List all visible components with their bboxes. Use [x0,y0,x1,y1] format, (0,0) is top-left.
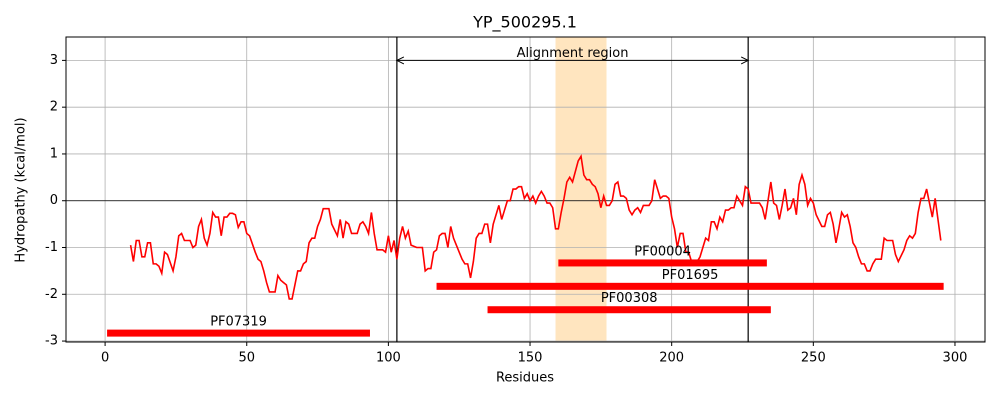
x-tick-label: 0 [101,351,109,366]
y-tick-label: -3 [45,334,58,349]
x-tick-label: 300 [943,351,968,366]
plot-frame [65,36,986,343]
y-tick-label: -1 [45,240,58,255]
x-axis-label: Residues [496,371,554,386]
domain-label: PF07319 [210,315,267,330]
y-tick-label: 3 [50,53,58,68]
domain-bar [558,259,767,267]
highlight-span [555,37,607,342]
y-axis-label: Hydropathy (kcal/mol) [14,117,29,262]
annotation-text: Alignment region [517,46,629,61]
domain-label: PF00308 [601,291,658,306]
chart-title: YP_500295.1 [472,13,577,33]
domain-label: PF00004 [634,244,691,259]
hydropathy-line [129,153,942,300]
x-tick-label: 200 [659,351,684,366]
x-tick-label: 150 [518,351,543,366]
arrow-head [740,56,750,65]
arrow-head [395,56,405,65]
y-tick-label: 1 [50,146,58,161]
x-tick-label: 250 [801,351,826,366]
domain-bar [436,282,944,290]
y-tick-label: -2 [45,287,58,302]
y-tick-label: 0 [50,193,58,208]
domain-label: PF01695 [662,268,719,283]
y-tick-label: 2 [50,100,58,115]
x-tick-label: 100 [376,351,401,366]
domain-bar [487,306,771,314]
domain-bar [107,329,370,337]
x-tick-label: 50 [238,351,255,366]
